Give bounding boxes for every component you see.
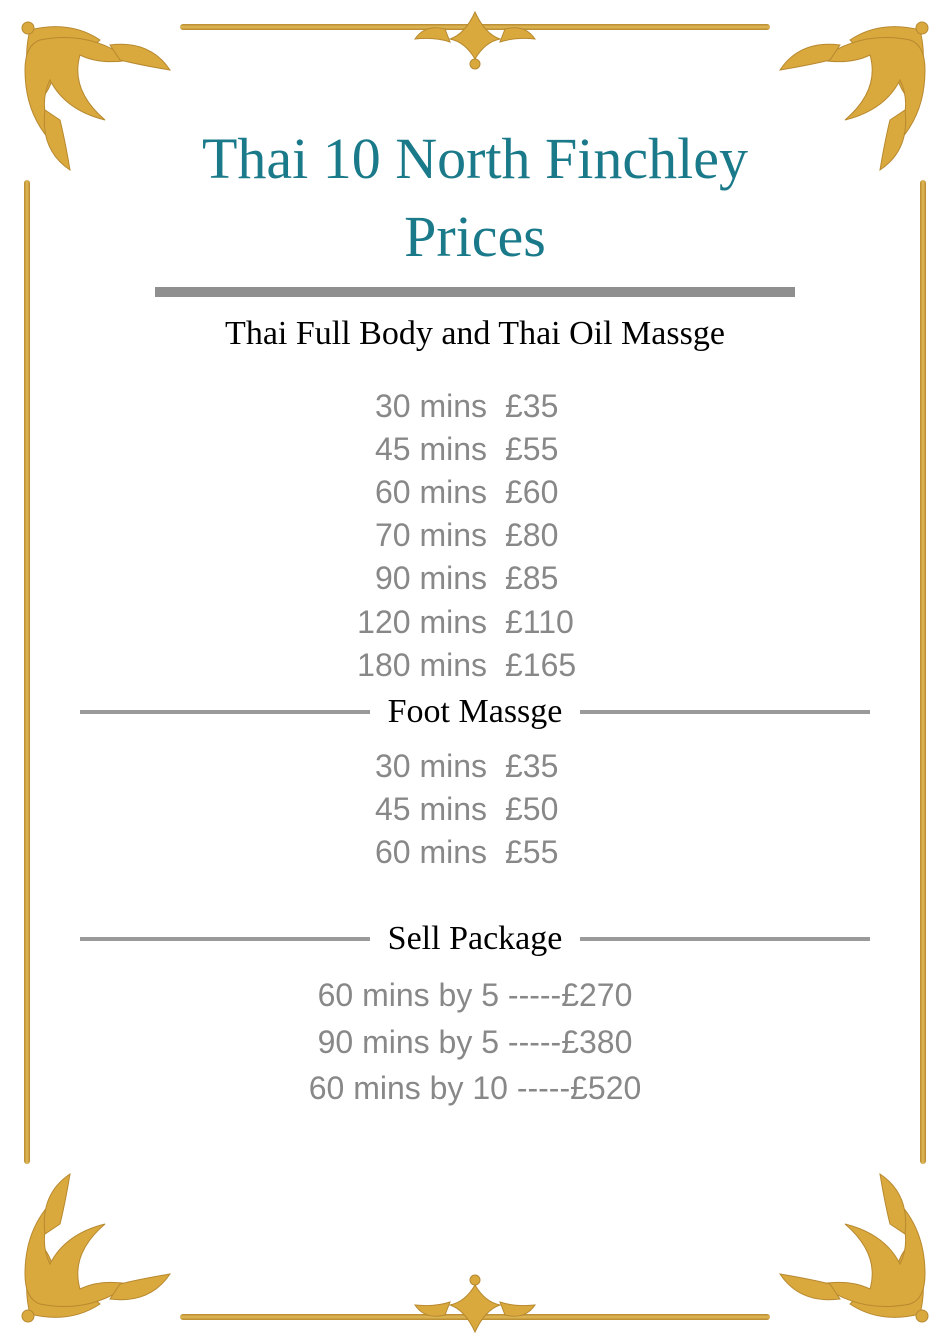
price: £50 (505, 788, 605, 831)
price-row: 120 mins£110 (345, 601, 605, 644)
price: £85 (505, 557, 605, 600)
section-divider-foot: Foot Massge (80, 693, 870, 731)
duration: 45 mins (345, 428, 505, 471)
package-row: 60 mins by 5 -----£270 (80, 972, 870, 1018)
duration: 30 mins (345, 745, 505, 788)
section-heading-massage: Thai Full Body and Thai Oil Massge (80, 315, 870, 353)
top-center-flourish-icon (405, 4, 545, 74)
price: £80 (505, 514, 605, 557)
package-row: 90 mins by 5 -----£380 (80, 1019, 870, 1065)
title-line-2: Prices (404, 204, 546, 269)
duration: 180 mins (345, 644, 505, 687)
duration: 45 mins (345, 788, 505, 831)
title-line-1: Thai 10 North Finchley (202, 126, 748, 191)
foot-price-list: 30 mins£35 45 mins£50 60 mins£55 (345, 745, 605, 875)
massage-price-list: 30 mins£35 45 mins£55 60 mins£60 70 mins… (345, 385, 605, 687)
bottom-center-flourish-icon (405, 1270, 545, 1340)
divider-line (80, 937, 370, 941)
duration: 60 mins (345, 471, 505, 514)
duration: 120 mins (345, 601, 505, 644)
duration: 60 mins (345, 831, 505, 874)
duration: 70 mins (345, 514, 505, 557)
divider-line (580, 937, 870, 941)
duration: 30 mins (345, 385, 505, 428)
price-row: 70 mins£80 (345, 514, 605, 557)
price-row: 90 mins£85 (345, 557, 605, 600)
title-underline (155, 287, 795, 297)
section-heading-foot: Foot Massge (370, 693, 581, 731)
divider-line (80, 710, 370, 714)
divider-line (580, 710, 870, 714)
section-divider-package: Sell Package (80, 920, 870, 958)
price: £55 (505, 831, 605, 874)
package-price-list: 60 mins by 5 -----£270 90 mins by 5 ----… (80, 972, 870, 1111)
price-row: 30 mins£35 (345, 745, 605, 788)
price: £60 (505, 471, 605, 514)
price: £165 (505, 644, 605, 687)
page-title: Thai 10 North Finchley Prices (80, 120, 870, 277)
package-row: 60 mins by 10 -----£520 (80, 1065, 870, 1111)
price: £110 (505, 601, 605, 644)
price: £35 (505, 385, 605, 428)
section-heading-package: Sell Package (370, 920, 581, 958)
price-row: 60 mins£60 (345, 471, 605, 514)
price-row: 180 mins£165 (345, 644, 605, 687)
price-menu: Thai 10 North Finchley Prices Thai Full … (80, 100, 870, 1264)
price: £35 (505, 745, 605, 788)
price-row: 60 mins£55 (345, 831, 605, 874)
price-row: 45 mins£55 (345, 428, 605, 471)
price-row: 30 mins£35 (345, 385, 605, 428)
price: £55 (505, 428, 605, 471)
price-row: 45 mins£50 (345, 788, 605, 831)
duration: 90 mins (345, 557, 505, 600)
